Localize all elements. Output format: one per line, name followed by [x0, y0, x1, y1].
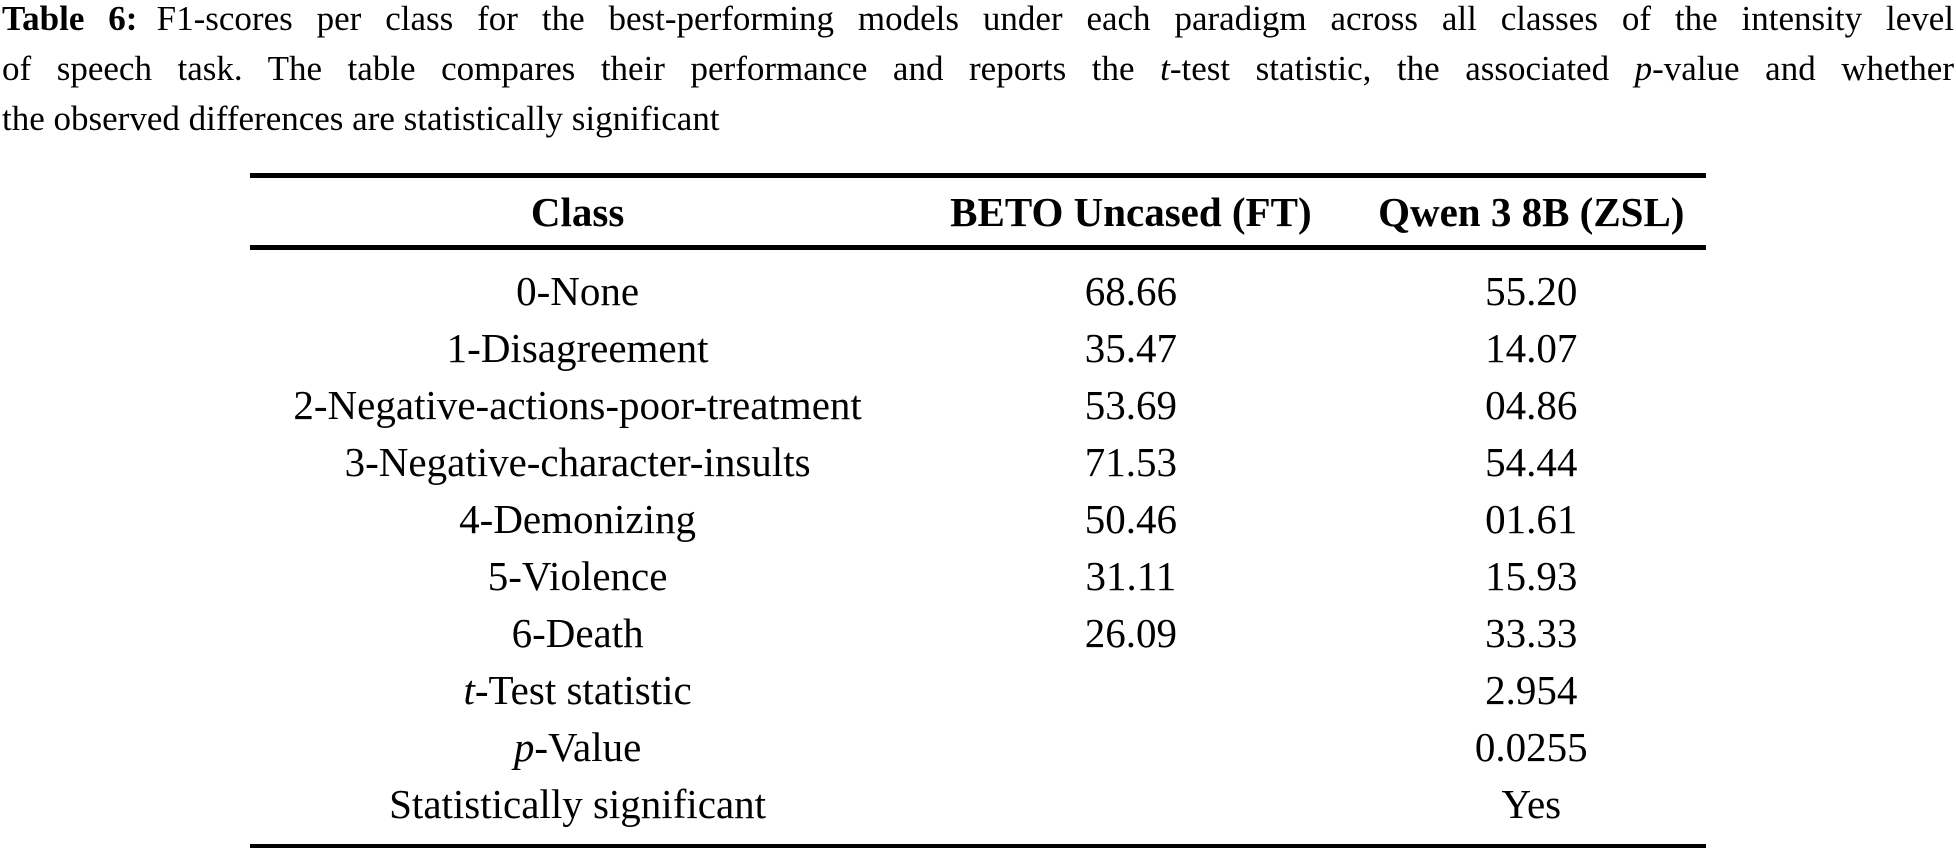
- qwen-value-cell: 15.93: [1485, 552, 1578, 599]
- qwen-value-cell: 2.954: [1485, 666, 1578, 713]
- beto-value-cell: [905, 661, 1356, 718]
- class-cell: 3-Negative-character-insults: [250, 433, 905, 490]
- qwen-value-cell: 55.20: [1485, 267, 1578, 314]
- class-label: 4-Demonizing: [459, 495, 697, 542]
- class-label: 6-Death: [511, 609, 644, 656]
- header-row: Class BETO Uncased (FT) Qwen 3 8B (ZSL): [250, 178, 1706, 250]
- f1-scores-table: Class BETO Uncased (FT) Qwen 3 8B (ZSL) …: [250, 178, 1706, 844]
- beto-value-cell: 31.11: [1085, 552, 1177, 599]
- header-beto-uncased-ft: BETO Uncased (FT): [905, 178, 1357, 250]
- caption-line-2-seg3: -value and whether: [1652, 49, 1954, 88]
- table-header: Class BETO Uncased (FT) Qwen 3 8B (ZSL): [250, 178, 1706, 250]
- caption-line-2-seg2: -test statistic, the associated: [1169, 49, 1635, 88]
- caption-line-1: Table 6: F1-scores per class for the best…: [2, 0, 1954, 44]
- caption-line-1-text: F1-scores per class for the best-perform…: [156, 0, 1954, 38]
- results-table-container: Class BETO Uncased (FT) Qwen 3 8B (ZSL) …: [250, 173, 1706, 848]
- header-class: Class: [250, 178, 906, 250]
- table-row: 2-Negative-actions-poor-treatment 53.69 …: [250, 376, 1706, 433]
- beto-value-cell: 53.69: [1084, 381, 1177, 428]
- caption-line-2-seg1: of speech task. The table compares their…: [2, 49, 1161, 88]
- stat-label: -Test statistic: [474, 666, 692, 713]
- class-cell: 5-Violence: [250, 547, 905, 604]
- table-row: 5-Violence 31.11 15.93: [250, 547, 1706, 604]
- stat-label-cell: t-Test statistic: [250, 661, 905, 718]
- table-row: 4-Demonizing 50.46 01.61: [250, 490, 1706, 547]
- table-caption: Table 6: F1-scores per class for the best…: [2, 0, 1954, 144]
- qwen-value-cell: 54.44: [1485, 438, 1578, 485]
- beto-value-cell: 68.66: [1084, 267, 1177, 314]
- beto-value-cell: [905, 775, 1356, 844]
- stat-label-cell: p-Value: [250, 718, 905, 775]
- caption-p-italic: p: [1634, 49, 1653, 88]
- qwen-value-cell: 14.07: [1485, 324, 1578, 371]
- class-label: 5-Violence: [487, 552, 668, 599]
- header-qwen-3-8b-zsl: Qwen 3 8B (ZSL): [1356, 178, 1706, 250]
- class-label: 1-Disagreement: [446, 324, 709, 371]
- qwen-value-cell: Yes: [1501, 780, 1562, 827]
- stat-label-italic-prefix: t: [463, 666, 475, 713]
- class-cell: 2-Negative-actions-poor-treatment: [250, 376, 905, 433]
- table-row-t-test: t-Test statistic 2.954: [250, 661, 1706, 718]
- caption-t-italic: t: [1160, 49, 1170, 88]
- qwen-value-cell: 0.0255: [1474, 723, 1588, 770]
- table-row-significance: Statistically significant Yes: [250, 775, 1706, 844]
- caption-table-number: Table 6:: [2, 0, 138, 38]
- class-cell: 4-Demonizing: [250, 490, 905, 547]
- stat-label-italic-prefix: p: [513, 723, 535, 770]
- qwen-value-cell: 01.61: [1485, 495, 1578, 542]
- beto-value-cell: [905, 718, 1356, 775]
- table-body: 0-None 68.66 55.20 1-Disagreement 35.47 …: [250, 248, 1706, 845]
- table-row: 3-Negative-character-insults 71.53 54.44: [250, 433, 1706, 490]
- stat-label: -Value: [534, 723, 642, 770]
- stat-label-cell: Statistically significant: [250, 775, 905, 844]
- beto-value-cell: 26.09: [1084, 609, 1177, 656]
- class-cell: 6-Death: [250, 604, 905, 661]
- class-label: 3-Negative-character-insults: [344, 438, 811, 485]
- class-label: 2-Negative-actions-poor-treatment: [293, 381, 862, 428]
- class-cell: 0-None: [250, 248, 905, 320]
- qwen-value-cell: 33.33: [1485, 609, 1578, 656]
- class-label: 0-None: [516, 267, 640, 314]
- beto-value-cell: 71.53: [1084, 438, 1177, 485]
- beto-value-cell: 50.46: [1084, 495, 1177, 542]
- table-row: 6-Death 26.09 33.33: [250, 604, 1706, 661]
- caption-line-2: of speech task. The table compares their…: [2, 44, 1954, 94]
- table-row-p-value: p-Value 0.0255: [250, 718, 1706, 775]
- table-row: 0-None 68.66 55.20: [250, 248, 1706, 320]
- class-cell: 1-Disagreement: [250, 319, 905, 376]
- qwen-value-cell: 04.86: [1485, 381, 1578, 428]
- table-row: 1-Disagreement 35.47 14.07: [250, 319, 1706, 376]
- beto-value-cell: 35.47: [1084, 324, 1177, 371]
- stat-label: Statistically significant: [389, 780, 767, 827]
- caption-line-3: the observed differences are statistical…: [2, 99, 720, 138]
